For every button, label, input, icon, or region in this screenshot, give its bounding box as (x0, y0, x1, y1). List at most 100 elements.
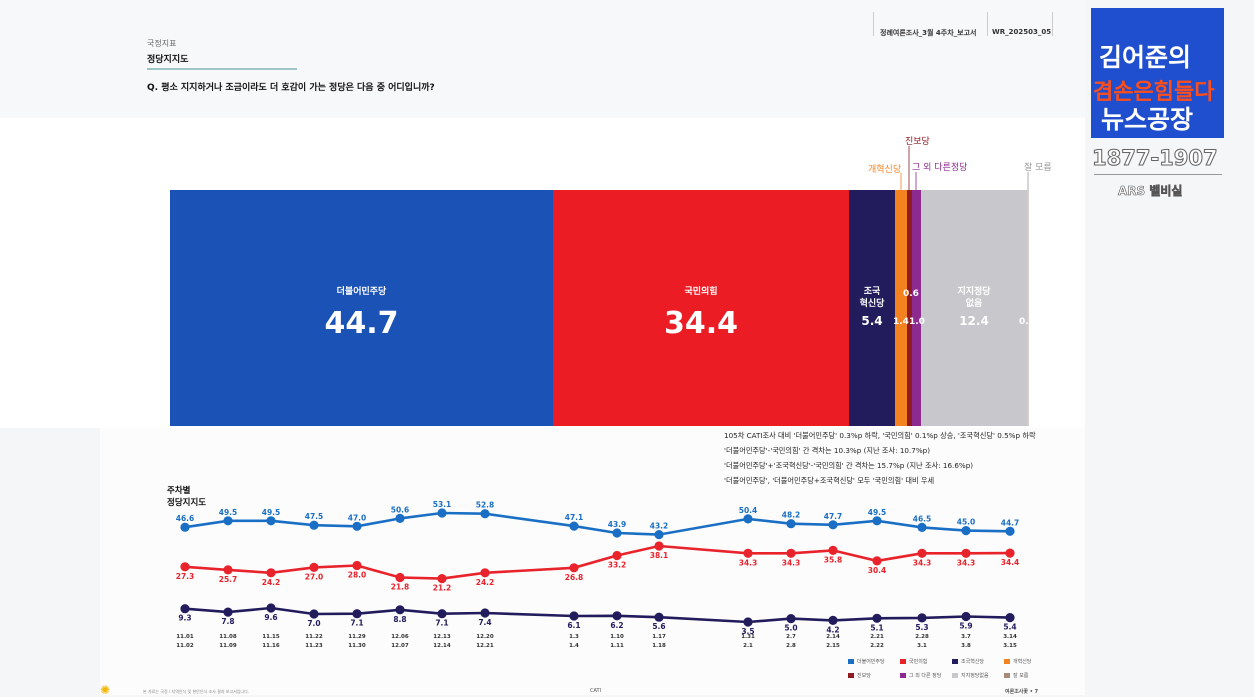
data-point (872, 556, 882, 566)
data-label: 4.2 (826, 625, 839, 634)
rebuild-label-2: 혁신당 (859, 299, 885, 309)
legend-swatch (900, 659, 906, 664)
data-label: 49.5 (262, 508, 281, 517)
legend-item: 잘 모름 (1004, 672, 1028, 679)
legend-swatch (900, 673, 906, 678)
data-label: 50.4 (739, 506, 758, 515)
x-tick-label: 11.08 (219, 634, 237, 640)
data-point (654, 530, 664, 540)
x-tick-label: 1.31 (741, 634, 755, 640)
legend-item: 그 외 다른 정당 (900, 672, 941, 679)
data-point (612, 611, 622, 621)
x-tick-label: 2.14 (826, 634, 840, 640)
data-label: 5.1 (870, 623, 883, 632)
data-point (654, 612, 664, 622)
legend-item: 조국혁신당 (952, 658, 984, 665)
logo-line1: 김어준의 (1099, 43, 1192, 72)
data-label: 5.4 (1003, 623, 1016, 632)
rebuild-value: 5.4 (861, 314, 883, 328)
legend-item: 국민의힘 (900, 658, 927, 665)
data-point (569, 611, 579, 621)
x-tick-label: 2.8 (786, 643, 796, 649)
data-point (786, 548, 796, 558)
legend-label: 개혁신당 (1013, 659, 1032, 665)
data-label: 38.1 (650, 551, 669, 560)
x-tick-label: 3.7 (961, 634, 971, 640)
bar-segment-rebuild: 조국 혁신당 5.4 (849, 190, 895, 426)
data-point (743, 514, 753, 524)
document-name: 정례여론조사_3월 4주차_보고서 (880, 29, 977, 37)
note-line: '더불어민주당'+'조국혁신당'-'국민의힘' 간 격차는 15.7%p (지난… (724, 461, 974, 470)
none-value: 12.4 (959, 314, 989, 328)
data-point (961, 526, 971, 536)
data-point (480, 509, 490, 519)
data-point (352, 521, 362, 531)
data-point (828, 615, 838, 626)
data-label: 26.8 (565, 573, 584, 582)
x-tick-label: 12.21 (476, 643, 494, 649)
x-tick-label: 1.17 (652, 634, 666, 640)
footer-method: CATI (590, 688, 602, 694)
x-tick-label: 3.14 (1003, 634, 1017, 640)
minjoo-value: 44.7 (324, 306, 399, 341)
x-tick-label: 12.14 (433, 643, 451, 649)
data-label: 50.6 (391, 505, 410, 514)
data-label: 46.5 (913, 514, 932, 523)
sun-logo-icon: ✺ (100, 683, 111, 697)
x-tick-label: 11.29 (348, 634, 366, 640)
data-label: 25.7 (219, 575, 238, 584)
weekly-title-line1: 주차별 (167, 486, 191, 496)
logo-line3: 뉴스공장 (1101, 105, 1194, 134)
legend-label: 잘 모름 (1013, 673, 1029, 679)
data-point (180, 522, 190, 532)
data-point (395, 572, 405, 583)
data-label: 46.6 (176, 514, 195, 523)
data-point (180, 604, 190, 614)
data-point (654, 541, 664, 551)
data-label: 43.2 (650, 522, 669, 531)
bar-segment-dk (1027, 190, 1029, 426)
data-point (309, 520, 319, 530)
data-point (917, 613, 927, 623)
x-tick-label: 11.01 (176, 634, 194, 640)
x-tick-label: 11.23 (305, 643, 323, 649)
weekly-title-line2: 정당지지도 (167, 498, 207, 508)
data-label: 7.1 (350, 619, 363, 628)
legend-swatch (952, 673, 958, 678)
data-label: 35.8 (824, 555, 843, 564)
dk-value: 0.2 (1019, 317, 1035, 327)
data-point (872, 516, 882, 526)
data-point (786, 519, 796, 529)
data-point (437, 574, 447, 584)
x-tick-label: 11.02 (176, 643, 194, 649)
header-divider (987, 12, 988, 36)
page-title: 정당지지도 (147, 55, 189, 65)
minjoo-label: 더불어민주당 (336, 287, 387, 297)
x-tick-label: 11.09 (219, 643, 237, 649)
note-line: '더불어민주당'-'국민의힘' 간 격차는 10.3%p (지난 조사: 10.… (724, 446, 931, 455)
x-tick-label: 2.21 (870, 634, 884, 640)
data-point (266, 568, 276, 578)
data-point (612, 550, 622, 561)
data-label: 47.1 (565, 513, 584, 522)
note-line: '더불어민주당', '더불어민주당+조국혁신당' 모두 '국민의힘' 대비 우세 (724, 476, 935, 485)
summary-notes: 105차 CATI조사 대비 '더불어민주당' 0.3%p 하락, '국민의힘'… (724, 428, 1036, 488)
x-tick-label: 1.18 (652, 643, 666, 649)
data-label: 28.0 (348, 571, 367, 580)
logo-line2: 겸손은힘들다 (1093, 80, 1215, 105)
ppp-value: 34.4 (663, 306, 739, 341)
rebuild-label-1: 조국 (863, 287, 881, 297)
series-line (184, 511, 1011, 536)
bar-segment-minjoo: 더불어민주당 44.7 (170, 190, 553, 426)
data-label: 34.3 (957, 558, 976, 567)
data-label: 34.3 (782, 558, 801, 567)
data-label: 7.4 (478, 618, 491, 627)
weekly-chart-title: 주차별 정당지지도 (167, 485, 206, 509)
data-label: 24.2 (476, 578, 495, 587)
data-label: 7.8 (221, 617, 234, 626)
data-label: 48.2 (782, 511, 801, 520)
data-label: 44.7 (1001, 518, 1020, 527)
note-line: 105차 CATI조사 대비 '더불어민주당' 0.3%p 하락, '국민의힘'… (724, 431, 1036, 440)
x-tick-label: 2.22 (870, 643, 884, 649)
data-label: 34.3 (739, 558, 758, 567)
